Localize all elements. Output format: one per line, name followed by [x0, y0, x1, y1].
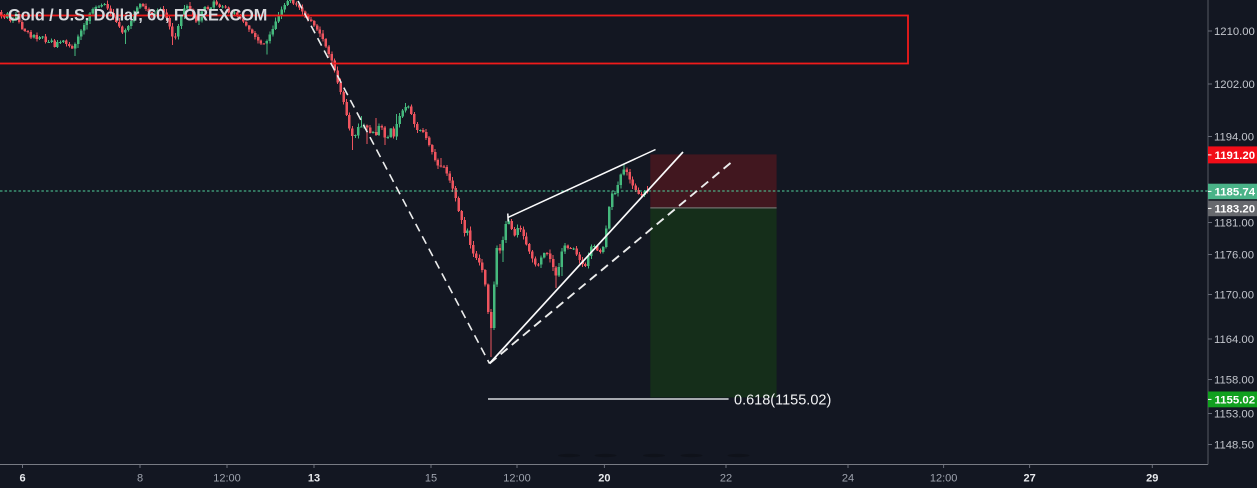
svg-text:1153.00: 1153.00	[1214, 409, 1254, 421]
svg-text:22: 22	[720, 473, 732, 485]
svg-text:1170.00: 1170.00	[1214, 290, 1254, 302]
svg-text:1176.00: 1176.00	[1214, 250, 1254, 262]
svg-text:1183.20: 1183.20	[1215, 203, 1256, 215]
svg-text:1148.50: 1148.50	[1214, 440, 1254, 452]
svg-text:13: 13	[308, 473, 320, 485]
svg-text:12:00: 12:00	[213, 473, 241, 485]
svg-text:12:00: 12:00	[930, 473, 958, 485]
svg-text:Gold / U.S. Dollar, 60, FOREXC: Gold / U.S. Dollar, 60, FOREXCOM	[8, 7, 267, 25]
svg-text:0.618(1155.02): 0.618(1155.02)	[734, 393, 831, 409]
svg-text:20: 20	[598, 473, 610, 485]
svg-text:1185.74: 1185.74	[1215, 186, 1256, 198]
svg-text:8: 8	[137, 473, 143, 485]
svg-text:15: 15	[425, 473, 437, 485]
svg-text:1210.00: 1210.00	[1214, 26, 1255, 38]
svg-text:1158.00: 1158.00	[1214, 375, 1254, 387]
svg-text:24: 24	[842, 473, 854, 485]
svg-text:1181.00: 1181.00	[1214, 218, 1254, 230]
svg-text:1191.20: 1191.20	[1215, 150, 1256, 162]
svg-text:6: 6	[19, 473, 25, 485]
svg-text:29: 29	[1146, 473, 1158, 485]
svg-text:1194.00: 1194.00	[1214, 132, 1254, 144]
svg-text:12:00: 12:00	[503, 473, 531, 485]
svg-text:1164.00: 1164.00	[1214, 334, 1254, 346]
svg-text:1155.02: 1155.02	[1215, 394, 1256, 406]
svg-text:27: 27	[1023, 473, 1035, 485]
svg-text:1202.00: 1202.00	[1214, 79, 1255, 91]
